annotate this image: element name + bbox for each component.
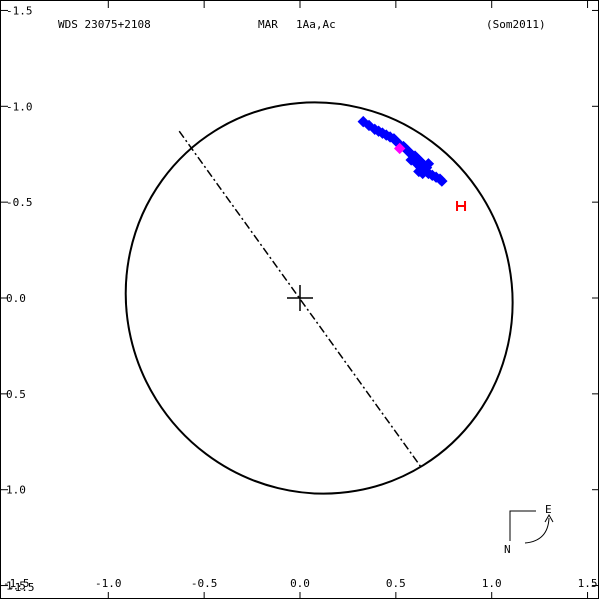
- y-tick-label: 0.0: [6, 292, 26, 305]
- x-tick-label: 0.0: [290, 577, 310, 590]
- corner-label: -1.5: [3, 577, 30, 590]
- line-of-nodes: [178, 130, 422, 468]
- header-observer-code: MAR: [258, 18, 278, 31]
- compass-axes: [509, 510, 536, 541]
- compass-north-label: N: [504, 543, 511, 556]
- x-tick-label: 1.0: [482, 577, 502, 590]
- header-reference: (Som2011): [486, 18, 546, 31]
- x-tick-label: 0.5: [386, 577, 406, 590]
- compass-rose: E N: [504, 503, 554, 556]
- data-point: [405, 154, 417, 166]
- corner-label: -1.5: [8, 581, 35, 594]
- x-tick-label: 1.5: [578, 577, 598, 590]
- header-components: 1Aa,Ac: [296, 18, 336, 31]
- data-point: [393, 142, 406, 155]
- compass-rotation-arc: [524, 517, 550, 544]
- header-wds-id: WDS 23075+2108: [58, 18, 151, 31]
- data-point: [456, 200, 467, 211]
- data-point: [420, 165, 433, 178]
- y-tick-label: -0.5: [6, 196, 33, 209]
- data-point: [436, 175, 448, 187]
- x-tick-label: -1.0: [95, 577, 122, 590]
- data-point: [422, 158, 435, 170]
- observation-points: [357, 115, 467, 211]
- compass-arrowhead: [544, 513, 554, 523]
- y-tick-label: -1.0: [6, 100, 33, 113]
- y-tick-label: 0.5: [6, 388, 26, 401]
- orbit-ellipse: [124, 101, 514, 495]
- primary-star-marker: [287, 285, 313, 311]
- y-tick-label: 1.0: [6, 484, 26, 497]
- axis-tick-labels: -1.0 -0.5 0.0 0.5 1.0 1.5 1.5 1.0 0.5 0.0 -0.5 -1.0…: [3, 4, 597, 594]
- x-tick-label: -0.5: [191, 577, 218, 590]
- y-tick-label: 1.5: [6, 580, 26, 593]
- compass-east-label: E: [545, 503, 552, 516]
- y-tick-label: -1.5: [6, 4, 33, 17]
